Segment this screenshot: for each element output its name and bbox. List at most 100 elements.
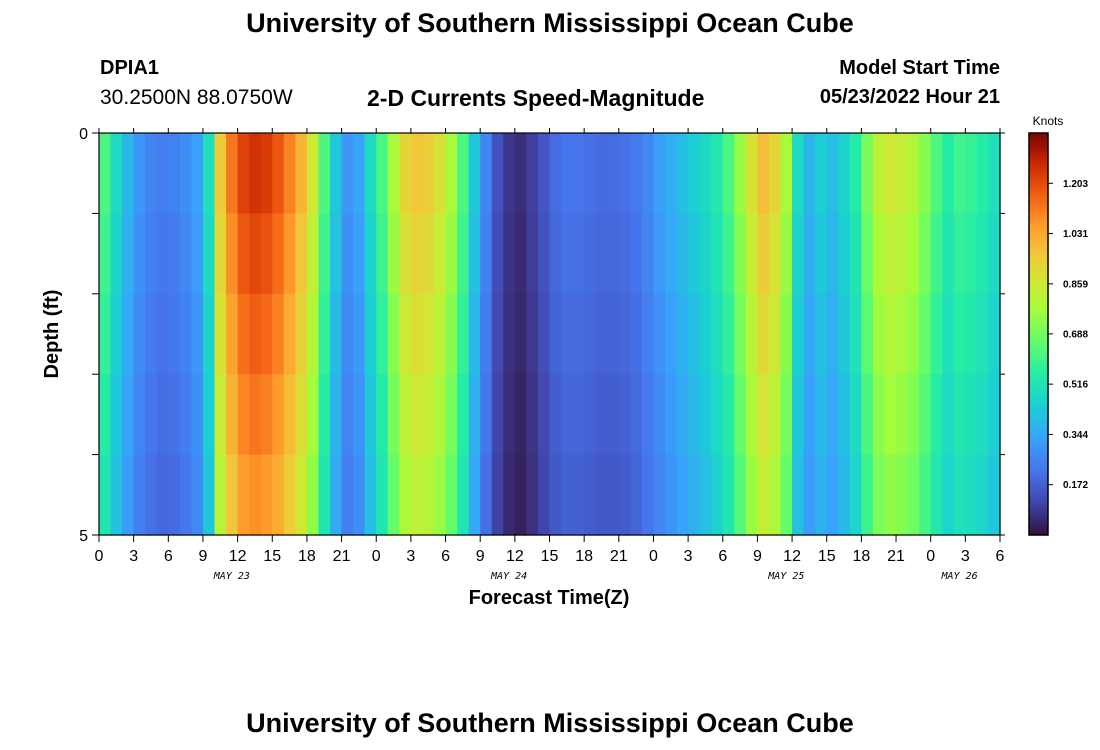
y-axis-label: Depth (ft): [41, 290, 63, 379]
heatmap-cell: [722, 454, 735, 536]
heatmap-cell: [491, 213, 504, 295]
heatmap-cell: [491, 454, 504, 536]
heatmap-cell: [145, 454, 158, 536]
heatmap-cell: [364, 454, 377, 536]
heatmap-cell: [988, 133, 1001, 214]
heatmap-cell: [503, 454, 516, 536]
heatmap-cell: [780, 133, 793, 214]
heatmap-cell: [399, 293, 412, 375]
heatmap-cell: [953, 213, 966, 295]
heatmap-cell: [768, 213, 782, 295]
heatmap-cell: [919, 213, 932, 295]
x-axis-day-labels: MAY 23 MAY 24 MAY 25 MAY 26: [213, 571, 978, 582]
x-tick-label: 3: [129, 548, 138, 565]
heatmap-cell: [318, 454, 331, 536]
heatmap-cell: [364, 293, 377, 375]
heatmap-cell: [272, 374, 285, 456]
heatmap-cell: [630, 374, 643, 456]
heatmap-cell: [179, 293, 193, 375]
heatmap-cell: [537, 374, 551, 456]
heatmap-cell: [953, 454, 966, 536]
heatmap-cell: [364, 133, 377, 214]
heatmap-cell: [260, 374, 273, 456]
heatmap-cell: [122, 213, 135, 295]
heatmap-cell: [156, 454, 169, 536]
heatmap-cell: [341, 213, 354, 295]
x-tick-label: 21: [333, 548, 351, 565]
heatmap-cell: [572, 454, 585, 536]
heatmap-cell: [584, 454, 597, 536]
heatmap-cell: [376, 374, 389, 456]
heatmap-cell: [341, 293, 354, 375]
heatmap-cell: [457, 213, 470, 295]
heatmap-cell: [387, 374, 400, 456]
heatmap-cell: [376, 133, 389, 214]
heatmap-cell: [942, 293, 955, 375]
heatmap-cell: [272, 454, 285, 536]
heatmap-cell: [272, 133, 285, 214]
x-tick-label: 9: [199, 548, 208, 565]
heatmap-cell: [734, 374, 747, 456]
station-coordinates: 30.2500N 88.0750W: [100, 86, 293, 109]
heatmap-cell: [156, 133, 169, 214]
x-tick-label: 0: [372, 548, 381, 565]
heatmap-cell: [364, 213, 377, 295]
heatmap-cell: [422, 374, 435, 456]
heatmap-cell: [260, 133, 273, 214]
heatmap-cell: [168, 454, 181, 536]
heatmap-cell: [503, 133, 516, 214]
heatmap-cell: [341, 374, 354, 456]
heatmap-cell: [734, 213, 747, 295]
heatmap-cell: [202, 454, 216, 536]
x-tick-label: 15: [541, 548, 559, 565]
heatmap-cell: [503, 374, 516, 456]
heatmap-cell: [133, 374, 146, 456]
heatmap-cell: [757, 293, 770, 375]
heatmap-cell: [399, 133, 412, 214]
heatmap-cell: [249, 374, 262, 456]
heatmap-cell: [965, 374, 978, 456]
heatmap-cell: [722, 293, 735, 375]
heatmap-cell: [884, 293, 897, 375]
heatmap-cell: [387, 133, 400, 214]
x-tick-label: 9: [476, 548, 485, 565]
heatmap-cell: [549, 133, 562, 214]
x-tick-label: 21: [887, 548, 905, 565]
heatmap-cell: [711, 133, 724, 214]
x-tick-label: 21: [610, 548, 628, 565]
heatmap-cell: [757, 213, 770, 295]
heatmap-cell: [503, 293, 516, 375]
heatmap-cell: [561, 133, 574, 214]
model-start-value: 05/23/2022 Hour 21: [819, 86, 1000, 108]
heatmap-cell: [480, 133, 493, 214]
heatmap-cell: [249, 454, 262, 536]
heatmap-cell: [780, 293, 793, 375]
heatmap-cell: [722, 213, 735, 295]
heatmap-cell: [942, 213, 955, 295]
heatmap-cell: [191, 293, 204, 375]
heatmap-cell: [168, 133, 181, 214]
heatmap-cell: [815, 454, 828, 536]
heatmap-cell: [237, 133, 250, 214]
heatmap-cell: [457, 293, 470, 375]
heatmap-cell: [249, 293, 262, 375]
colorbar-tick-label: 0.859: [1063, 279, 1088, 290]
heatmap-cell: [468, 133, 481, 214]
heatmap-cell: [410, 454, 424, 536]
heatmap-cell: [768, 133, 782, 214]
heatmap-cell: [861, 293, 874, 375]
heatmap-cell: [399, 454, 412, 536]
heatmap-cells: [99, 133, 1001, 536]
heatmap-cell: [237, 213, 250, 295]
heatmap-cell: [595, 213, 608, 295]
heatmap-cell: [295, 374, 308, 456]
heatmap-cell: [838, 213, 851, 295]
heatmap-cell: [110, 213, 123, 295]
station-id: DPIA1: [100, 57, 159, 79]
x-tick-label: 18: [852, 548, 870, 565]
heatmap-cell: [838, 293, 851, 375]
heatmap-cell: [561, 454, 574, 536]
heatmap-cell: [445, 374, 458, 456]
heatmap-cell: [468, 374, 481, 456]
colorbar-label: Knots: [1033, 114, 1064, 128]
